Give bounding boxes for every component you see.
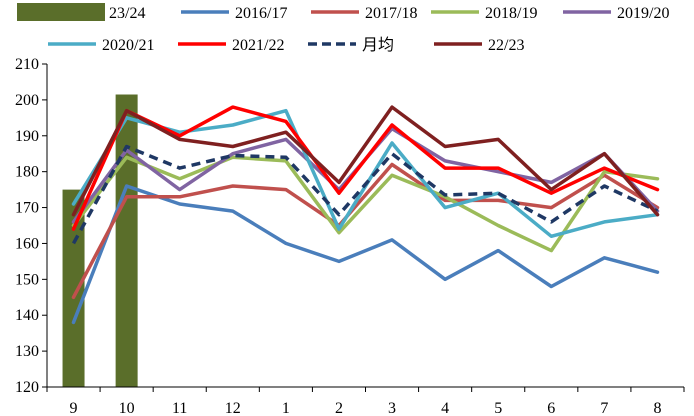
y-tick-label-170: 170 <box>15 200 39 217</box>
x-tick-label-2: 2 <box>335 400 343 416</box>
x-tick-label-3: 3 <box>388 400 396 416</box>
legend-label-2016-17: 2016/17 <box>235 5 287 22</box>
y-tick-label-150: 150 <box>15 271 39 288</box>
x-tick-label-10: 10 <box>119 400 135 416</box>
series-line-月均 <box>71 144 659 245</box>
legend-label-23-24: 23/24 <box>109 5 145 22</box>
y-tick-label-180: 180 <box>15 164 39 181</box>
legend-label-2017-18: 2017/18 <box>365 5 417 22</box>
legend-label-2018-19: 2018/19 <box>485 5 537 22</box>
legend-swatch-23-24 <box>17 3 105 21</box>
x-tick-label-9: 9 <box>70 400 78 416</box>
line-series <box>71 105 660 325</box>
legend-label-22-23: 22/23 <box>488 37 524 54</box>
series-line-2017-18 <box>71 162 660 300</box>
series-line-22-23 <box>71 105 660 217</box>
y-tick-label-160: 160 <box>15 235 39 252</box>
x-tick-label-7: 7 <box>600 400 608 416</box>
legend-label-2020-21: 2020/21 <box>102 37 154 54</box>
y-tick-label-120: 120 <box>15 379 39 396</box>
x-tick-label-5: 5 <box>494 400 502 416</box>
y-tick-label-130: 130 <box>15 343 39 360</box>
series-line-2016-17 <box>71 184 660 325</box>
legend-label-2021-22: 2021/22 <box>232 37 284 54</box>
bar-23-24-9 <box>62 189 85 387</box>
legend-label-2019-20: 2019/20 <box>617 5 669 22</box>
legend: 23/24 2016/17 2017/18 2018/19 2019/20 2020/21… <box>17 3 669 54</box>
y-tick-label-140: 140 <box>15 307 39 324</box>
bar-23-24-10 <box>115 94 138 387</box>
series-line-2018-19 <box>71 155 660 253</box>
x-tick-label-8: 8 <box>653 400 661 416</box>
x-tick-label-1: 1 <box>282 400 290 416</box>
bar-series <box>62 94 138 387</box>
legend-label-月均: 月均 <box>362 35 394 54</box>
x-tick-label-6: 6 <box>547 400 555 416</box>
y-tick-label-190: 190 <box>15 128 39 145</box>
series-line-2021-22 <box>71 105 660 231</box>
x-tick-label-12: 12 <box>225 400 241 416</box>
y-tick-label-200: 200 <box>15 92 39 109</box>
y-tick-label-210: 210 <box>15 56 39 73</box>
x-tick-label-4: 4 <box>441 400 449 416</box>
x-tick-label-11: 11 <box>172 400 187 416</box>
